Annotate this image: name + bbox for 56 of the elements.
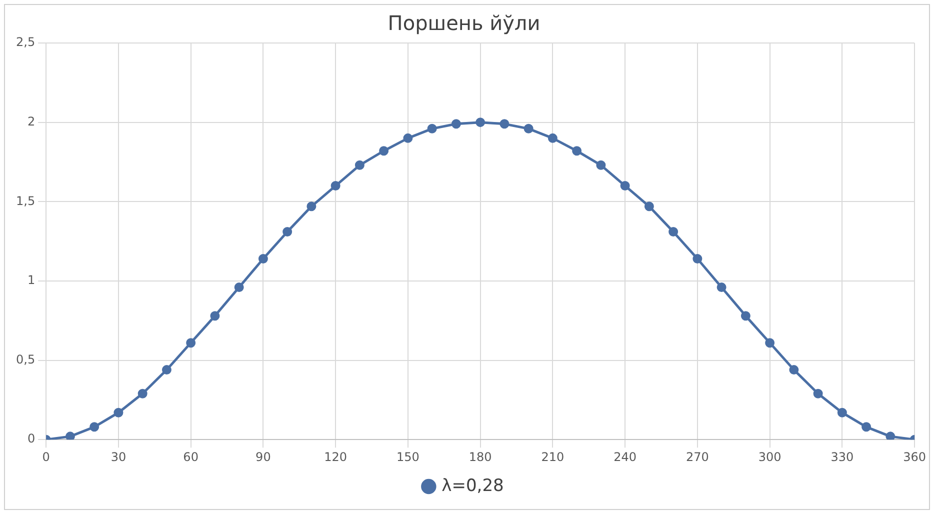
- point: [668, 227, 678, 237]
- y-tick-label: 0,5: [16, 352, 36, 366]
- x-tick-label: 240: [614, 450, 637, 464]
- point: [765, 338, 775, 348]
- point: [65, 432, 75, 440]
- point: [837, 408, 847, 418]
- x-tick-label: 180: [468, 450, 492, 464]
- point: [427, 124, 437, 134]
- point: [403, 133, 413, 143]
- point: [862, 422, 872, 432]
- point: [620, 181, 630, 191]
- x-tick-label: 270: [686, 450, 709, 464]
- point: [572, 146, 582, 156]
- point: [234, 282, 244, 292]
- point: [476, 118, 486, 128]
- point: [354, 160, 364, 170]
- x-tick-label: 0: [42, 450, 50, 464]
- point: [306, 202, 316, 212]
- point: [692, 254, 702, 264]
- point: [886, 432, 896, 440]
- point: [644, 202, 654, 212]
- point: [524, 124, 534, 134]
- point: [282, 227, 292, 237]
- x-tick-label: 120: [324, 450, 348, 464]
- point: [162, 365, 172, 375]
- point: [716, 282, 726, 292]
- y-tick-label: 1,5: [16, 194, 36, 208]
- point: [90, 422, 100, 432]
- x-tick-label: 150: [396, 450, 420, 464]
- x-tick-label: 210: [541, 450, 564, 464]
- point: [813, 388, 823, 398]
- point: [500, 119, 510, 129]
- y-tick-label: 0: [27, 432, 36, 446]
- point: [548, 133, 558, 143]
- y-tick-label: 2,5: [16, 35, 36, 50]
- x-tick-label: 330: [830, 450, 854, 464]
- point: [379, 146, 389, 156]
- legend-label: λ=0,28: [442, 476, 504, 496]
- x-tick-label: 90: [256, 450, 271, 464]
- chart-title: Поршень йўли: [388, 11, 540, 36]
- point: [114, 408, 124, 418]
- point: [138, 388, 148, 398]
- point: [789, 365, 799, 375]
- y-tick-label: 2: [27, 114, 36, 128]
- y-tick-label: 1: [27, 273, 36, 288]
- point: [258, 254, 268, 264]
- x-tick-label: 30: [110, 450, 126, 464]
- x-tick-label: 300: [758, 450, 782, 464]
- x-tick-label: 360: [903, 450, 926, 464]
- point: [186, 338, 196, 348]
- point: [740, 311, 750, 321]
- point: [596, 160, 606, 170]
- point: [451, 119, 461, 129]
- x-tick-label: 60: [183, 450, 198, 464]
- point: [210, 311, 220, 321]
- point: [330, 181, 340, 191]
